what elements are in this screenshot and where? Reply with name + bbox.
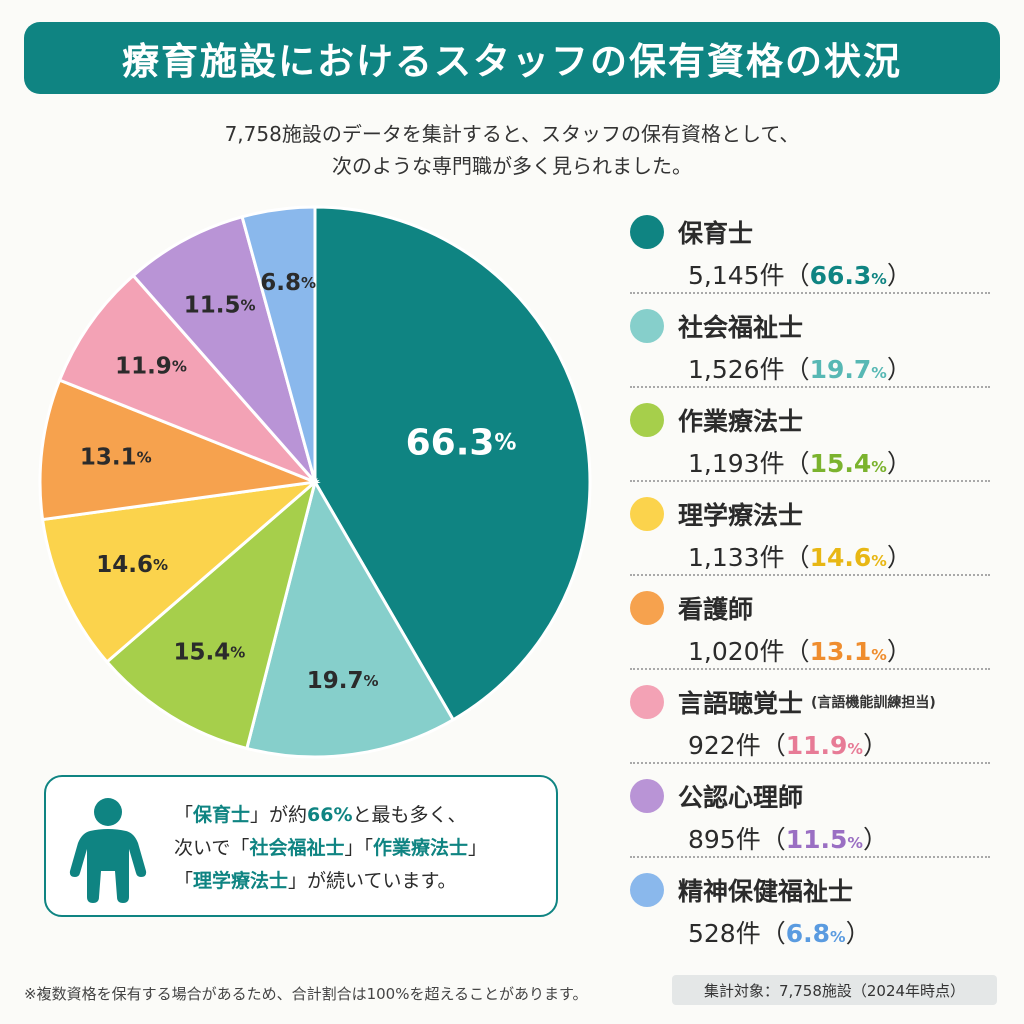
legend-color-dot <box>630 403 664 437</box>
legend-label: 理学療法士 <box>678 501 804 530</box>
legend-count: 528件 <box>688 919 761 948</box>
slice-label-4: 14.6% <box>96 552 168 578</box>
legend-value: 922件（11.9%） <box>688 731 888 760</box>
legend-item: 看護師 1,020件（13.1%） <box>630 576 990 670</box>
footnote: ※複数資格を保有する場合があるため、合計割合は100%を超えることがあります。 <box>24 985 588 1003</box>
legend-color-dot <box>630 309 664 343</box>
summary-text: 「保育士」が約66%と最も多く、 次いで「社会福祉士」「作業療法士」 「理学療法士」… <box>174 799 487 898</box>
legend-label: 精神保健福祉士 <box>678 877 854 906</box>
legend-count: 1,526件 <box>688 355 785 384</box>
slice-label-8: 6.8% <box>260 270 316 296</box>
page-title: 療育施設におけるスタッフの保有資格の状況 <box>122 40 902 83</box>
title-banner: 療育施設におけるスタッフの保有資格の状況 <box>24 22 1000 94</box>
legend-note: (言語機能訓練担当) <box>811 695 936 711</box>
legend-percent: 11.5% <box>785 825 863 854</box>
legend-value: 1,526件（19.7%） <box>688 355 912 384</box>
legend-count: 1,133件 <box>688 543 785 572</box>
subtitle: 7,758施設のデータを集計すると、スタッフの保有資格として、 次のような専門職… <box>0 118 1024 182</box>
legend-percent: 14.6% <box>809 543 887 572</box>
legend-count: 5,145件 <box>688 261 785 290</box>
legend-color-dot <box>630 591 664 625</box>
legend-color-dot <box>630 873 664 907</box>
slice-label-2: 19.7% <box>307 668 379 694</box>
pie-slice-8 <box>240 205 317 483</box>
pie-slice-5 <box>38 378 321 522</box>
legend-item: 社会福祉士 1,526件（19.7%） <box>630 294 990 388</box>
legend-count: 895件 <box>688 825 761 854</box>
legend-value: 1,193件（15.4%） <box>688 449 912 478</box>
legend-label: 社会福祉士 <box>678 313 804 342</box>
legend-label: 保育士 <box>678 219 754 248</box>
summary-line-1: 「保育士」が約66%と最も多く、 <box>174 804 467 826</box>
legend-value: 1,020件（13.1%） <box>688 637 912 666</box>
pie-chart: 66.3% 19.7% 15.4% 14.6% 13.1% 11.9% 11.5%6.8% <box>38 205 592 759</box>
legend-item: 理学療法士 1,133件（14.6%） <box>630 482 990 576</box>
subtitle-line-1: 7,758施設のデータを集計すると、スタッフの保有資格として、 <box>224 122 800 146</box>
legend-item: 言語聴覚士 (言語機能訓練担当) 922件（11.9%） <box>630 670 990 764</box>
summary-line-3: 「理学療法士」が続いています。 <box>174 870 457 892</box>
subtitle-line-2: 次のような専門職が多く見られました。 <box>332 154 692 178</box>
legend-value: 895件（11.5%） <box>688 825 888 854</box>
pie-slice-7 <box>131 214 317 483</box>
legend-label: 言語聴覚士 <box>678 689 804 718</box>
summary-note: 「保育士」が約66%と最も多く、 次いで「社会福祉士」「作業療法士」 「理学療法士」… <box>44 775 558 917</box>
legend-value: 528件（6.8%） <box>688 919 871 948</box>
pie-slice-6 <box>57 273 317 484</box>
legend-count: 1,193件 <box>688 449 785 478</box>
slice-label-1: 66.3% <box>406 422 517 463</box>
slice-label-6: 11.9% <box>115 353 187 379</box>
legend-color-dot <box>630 685 664 719</box>
legend-count: 1,020件 <box>688 637 785 666</box>
slice-label-3: 15.4% <box>173 640 245 666</box>
legend-count: 922件 <box>688 731 761 760</box>
legend-percent: 19.7% <box>809 355 887 384</box>
legend-percent: 13.1% <box>809 637 887 666</box>
person-icon <box>69 798 147 903</box>
legend-percent: 6.8% <box>785 919 846 948</box>
legend-item: 精神保健福祉士 528件（6.8%） <box>630 858 990 952</box>
legend-color-dot <box>630 497 664 531</box>
legend-color-dot <box>630 779 664 813</box>
slice-label-7: 11.5% <box>184 292 256 318</box>
pie-slice-3 <box>104 477 318 751</box>
legend-item: 作業療法士 1,193件（15.4%） <box>630 388 990 482</box>
legend-value: 5,145件（66.3%） <box>688 261 912 290</box>
legend-value: 1,133件（14.6%） <box>688 543 912 572</box>
legend-percent: 15.4% <box>809 449 887 478</box>
legend-item: 保育士 5,145件（66.3%） <box>630 200 990 294</box>
data-scope-badge: 集計対象：7,758施設（2024年時点） <box>672 975 997 1005</box>
legend-label: 作業療法士 <box>678 407 804 436</box>
legend-color-dot <box>630 215 664 249</box>
legend-item: 公認心理師 895件（11.5%） <box>630 764 990 858</box>
legend-label: 公認心理師 <box>678 783 804 812</box>
legend-percent: 11.9% <box>785 731 863 760</box>
chart-legend: 保育士 5,145件（66.3%） 社会福祉士 1,526件（19.7%） 作業療法士 1… <box>630 200 990 952</box>
legend-label: 看護師 <box>678 595 754 624</box>
pie-slice-4 <box>40 479 320 664</box>
pie-slice-1 <box>313 205 592 722</box>
slice-label-5: 13.1% <box>80 445 152 471</box>
summary-line-2: 次いで「社会福祉士」「作業療法士」 <box>174 837 487 859</box>
legend-percent: 66.3% <box>809 261 887 290</box>
